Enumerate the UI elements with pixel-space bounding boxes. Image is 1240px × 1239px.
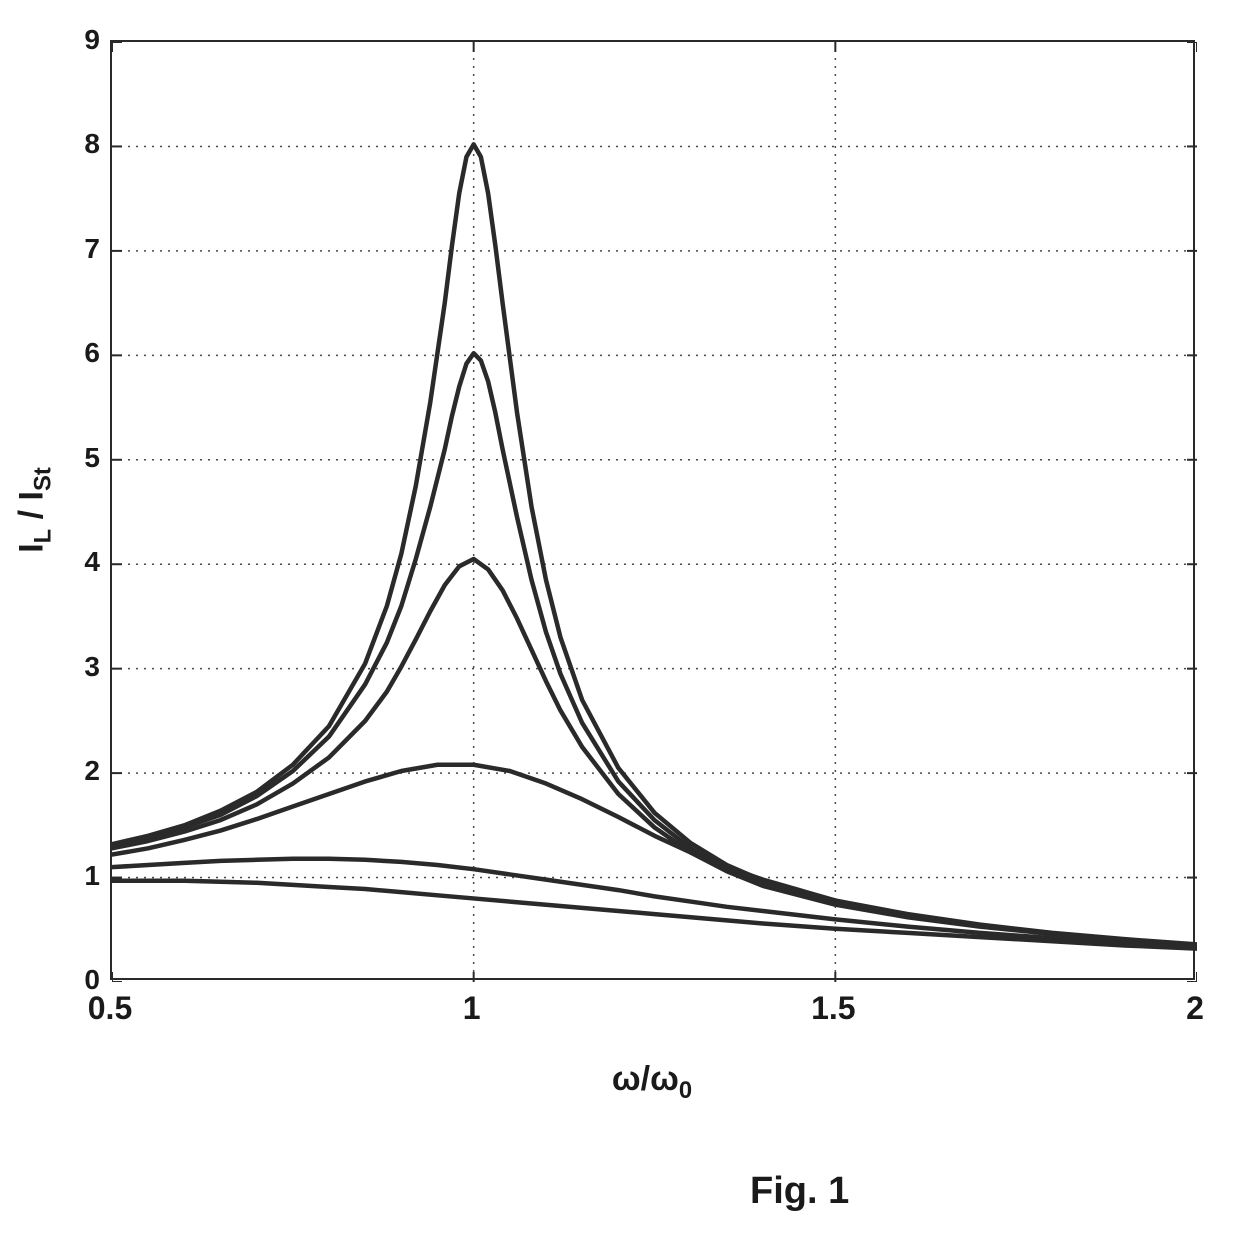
y-tick-label: 5: [60, 442, 100, 474]
series-line: [112, 353, 1197, 945]
y-tick-label: 9: [60, 24, 100, 56]
series-line: [112, 881, 1197, 949]
y-tick-label: 4: [60, 546, 100, 578]
y-tick-label: 6: [60, 337, 100, 369]
series-line: [112, 559, 1197, 945]
figure-caption: Fig. 1: [750, 1170, 849, 1213]
x-axis-label: ω/ω0: [612, 1060, 692, 1105]
y-tick-label: 2: [60, 755, 100, 787]
y-tick-label: 8: [60, 128, 100, 160]
y-tick-label: 1: [60, 860, 100, 892]
plot-area: [110, 40, 1195, 980]
y-tick-label: 3: [60, 651, 100, 683]
y-tick-label: 7: [60, 233, 100, 265]
x-tick-label: 1: [463, 990, 481, 1027]
x-tick-label: 0.5: [88, 990, 132, 1027]
y-axis-label: IL / ISt: [13, 467, 58, 553]
x-tick-label: 2: [1186, 990, 1204, 1027]
chart-container: [110, 40, 1195, 980]
plot-svg: [112, 42, 1197, 982]
x-tick-label: 1.5: [811, 990, 855, 1027]
